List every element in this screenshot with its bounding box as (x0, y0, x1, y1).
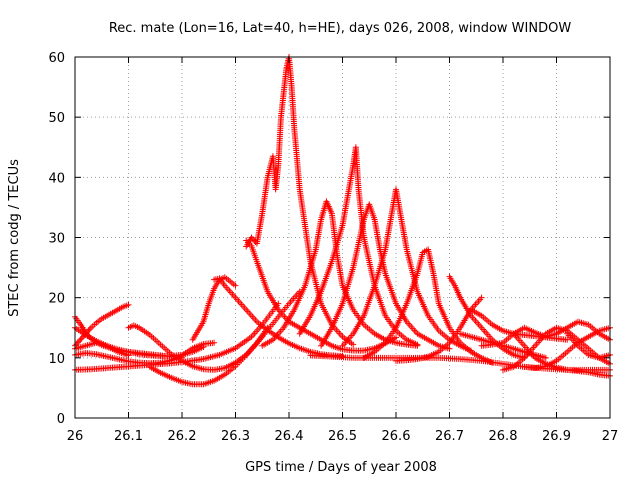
x-tick-label: 26.3 (221, 429, 250, 444)
data-point (564, 336, 571, 343)
data-point (393, 334, 399, 341)
chart-title: Rec. mate (Lon=16, Lat=40, h=HE), days 0… (109, 21, 572, 36)
y-tick-label: 50 (48, 111, 65, 126)
x-tick-label: 26.7 (435, 429, 464, 444)
x-tick-label: 26.2 (168, 429, 197, 444)
x-axis-label: GPS time / Days of year 2008 (245, 460, 437, 475)
data-point (125, 352, 132, 359)
y-tick-label: 10 (48, 352, 65, 367)
series-9 (211, 275, 346, 360)
series-15 (318, 201, 453, 352)
x-tick-label: 27 (602, 429, 619, 444)
y-tick-label: 60 (48, 51, 65, 66)
series-19 (393, 294, 485, 364)
x-tick-label: 26.9 (542, 429, 571, 444)
y-tick-label: 0 (57, 412, 65, 427)
x-tick-label: 26.1 (114, 429, 143, 444)
series-27 (564, 330, 613, 361)
data-point (478, 294, 485, 301)
data-point (542, 354, 549, 361)
data-point (125, 301, 132, 308)
series-13 (259, 198, 421, 349)
data-point (446, 345, 453, 352)
x-tick-label: 26.8 (489, 429, 518, 444)
data-series (72, 54, 613, 388)
series-5 (72, 300, 282, 373)
series-6 (72, 339, 132, 359)
series-11 (243, 54, 357, 348)
series-14 (296, 144, 421, 348)
data-point (350, 341, 357, 348)
series-16 (339, 186, 474, 354)
y-tick-label: 40 (48, 171, 65, 186)
data-point (414, 341, 421, 348)
series-4 (72, 339, 218, 367)
series-10 (189, 274, 239, 343)
data-point (232, 282, 239, 289)
y-tick-label: 30 (48, 232, 65, 247)
data-point (339, 353, 346, 360)
x-tick-label: 26.6 (382, 429, 411, 444)
y-axis-label: STEC from codg / TECUs (7, 159, 22, 317)
y-tick-label: 20 (48, 292, 65, 307)
axis-ticks: 26 26.1 26.2 26.3 26.4 26.5 26.6 26.7 26.8 26.9 27… (48, 51, 618, 444)
x-tick-label: 26 (67, 429, 84, 444)
x-tick-label: 26.5 (328, 429, 357, 444)
x-tick-label: 26.4 (275, 429, 304, 444)
data-point (211, 339, 218, 346)
